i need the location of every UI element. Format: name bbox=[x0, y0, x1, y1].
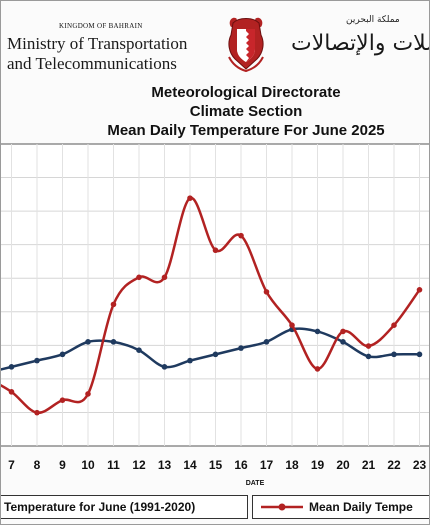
data-point-2025 bbox=[340, 328, 346, 335]
data-point-2025 bbox=[314, 366, 321, 372]
data-point-2025 bbox=[85, 391, 91, 397]
data-point-normal bbox=[161, 364, 168, 370]
x-tick-label: 14 bbox=[183, 458, 197, 472]
data-point-2025 bbox=[289, 322, 295, 329]
data-point-normal bbox=[391, 351, 397, 358]
kingdom-arabic: مملكة البحرين bbox=[346, 15, 400, 25]
x-tick-label: 17 bbox=[260, 458, 274, 472]
temperature-chart: 7 8 9 10 11 12 13 14 15 16 17 18 19 20 21 22 23 DATE bbox=[1, 143, 429, 487]
legend-2025-line-icon bbox=[261, 503, 303, 511]
x-tick-label: 22 bbox=[387, 458, 401, 472]
data-point-2025 bbox=[391, 322, 397, 329]
x-tick-label: 7 bbox=[8, 458, 15, 472]
x-tick-label: 13 bbox=[158, 458, 172, 472]
data-point-normal bbox=[59, 351, 66, 358]
legend-entry-normal: Temperature for June (1991-2020) bbox=[1, 495, 248, 519]
bahrain-emblem-icon bbox=[228, 17, 264, 73]
chart-legend: Temperature for June (1991-2020) Mean Da… bbox=[1, 493, 429, 519]
title-line-1: Meteorological Directorate bbox=[151, 84, 341, 101]
data-point-2025 bbox=[365, 343, 372, 349]
data-point-2025 bbox=[263, 289, 270, 295]
data-point-normal bbox=[187, 357, 193, 364]
chart-title: Meteorological Directorate Climate Secti… bbox=[1, 83, 429, 140]
data-point-normal bbox=[212, 351, 219, 358]
kingdom-label: KINGDOM OF BAHRAIN bbox=[59, 22, 143, 30]
data-point-normal bbox=[34, 357, 40, 364]
data-point-2025 bbox=[110, 301, 117, 308]
x-tick-label: 10 bbox=[81, 458, 95, 472]
data-point-normal bbox=[314, 328, 321, 335]
x-tick-label: 11 bbox=[107, 458, 120, 472]
data-point-2025 bbox=[187, 195, 193, 201]
x-tick-label: 23 bbox=[413, 458, 427, 472]
data-point-2025 bbox=[416, 286, 423, 293]
data-point-2025 bbox=[59, 397, 66, 403]
data-point-2025 bbox=[212, 247, 219, 254]
ministry-name: Ministry of Transportation and Telecommu… bbox=[7, 34, 187, 74]
x-tick-label: 16 bbox=[234, 458, 248, 472]
x-tick-label: 12 bbox=[132, 458, 146, 472]
ministry-header: KINGDOM OF BAHRAIN Ministry of Transport… bbox=[1, 1, 430, 81]
x-tick-label: 18 bbox=[285, 458, 299, 472]
x-axis-label: DATE bbox=[246, 480, 265, 487]
data-point-normal bbox=[416, 351, 423, 358]
data-point-normal bbox=[340, 339, 346, 345]
data-point-2025 bbox=[8, 389, 15, 395]
ministry-arabic: صلات والإتصالات bbox=[291, 31, 430, 56]
x-tick-label: 20 bbox=[336, 458, 350, 472]
x-tick-label: 15 bbox=[209, 458, 223, 472]
data-point-normal bbox=[238, 345, 244, 351]
data-point-2025 bbox=[238, 232, 244, 239]
legend-normal-label: Temperature for June (1991-2020) bbox=[4, 500, 196, 514]
x-tick-label: 8 bbox=[34, 458, 41, 472]
x-tick-label: 21 bbox=[362, 458, 376, 472]
data-point-normal bbox=[263, 339, 270, 345]
data-point-2025 bbox=[34, 409, 40, 416]
title-line-2: Climate Section bbox=[189, 103, 303, 120]
data-point-normal bbox=[136, 347, 142, 353]
data-point-normal bbox=[110, 339, 117, 345]
data-point-normal bbox=[8, 364, 15, 370]
x-tick-label: 19 bbox=[311, 458, 325, 472]
data-point-normal bbox=[365, 353, 372, 360]
legend-2025-label: Mean Daily Tempe bbox=[309, 500, 413, 514]
ministry-line-1: Ministry of Transportation bbox=[7, 34, 188, 53]
x-tick-label: 9 bbox=[59, 458, 66, 472]
ministry-line-2: and Telecommunications bbox=[7, 54, 177, 73]
data-point-normal bbox=[85, 339, 91, 345]
data-point-2025 bbox=[136, 274, 142, 281]
title-line-3: Mean Daily Temperature For June 2025 bbox=[107, 122, 385, 139]
legend-entry-2025: Mean Daily Tempe bbox=[252, 495, 429, 519]
data-point-2025 bbox=[161, 274, 168, 281]
